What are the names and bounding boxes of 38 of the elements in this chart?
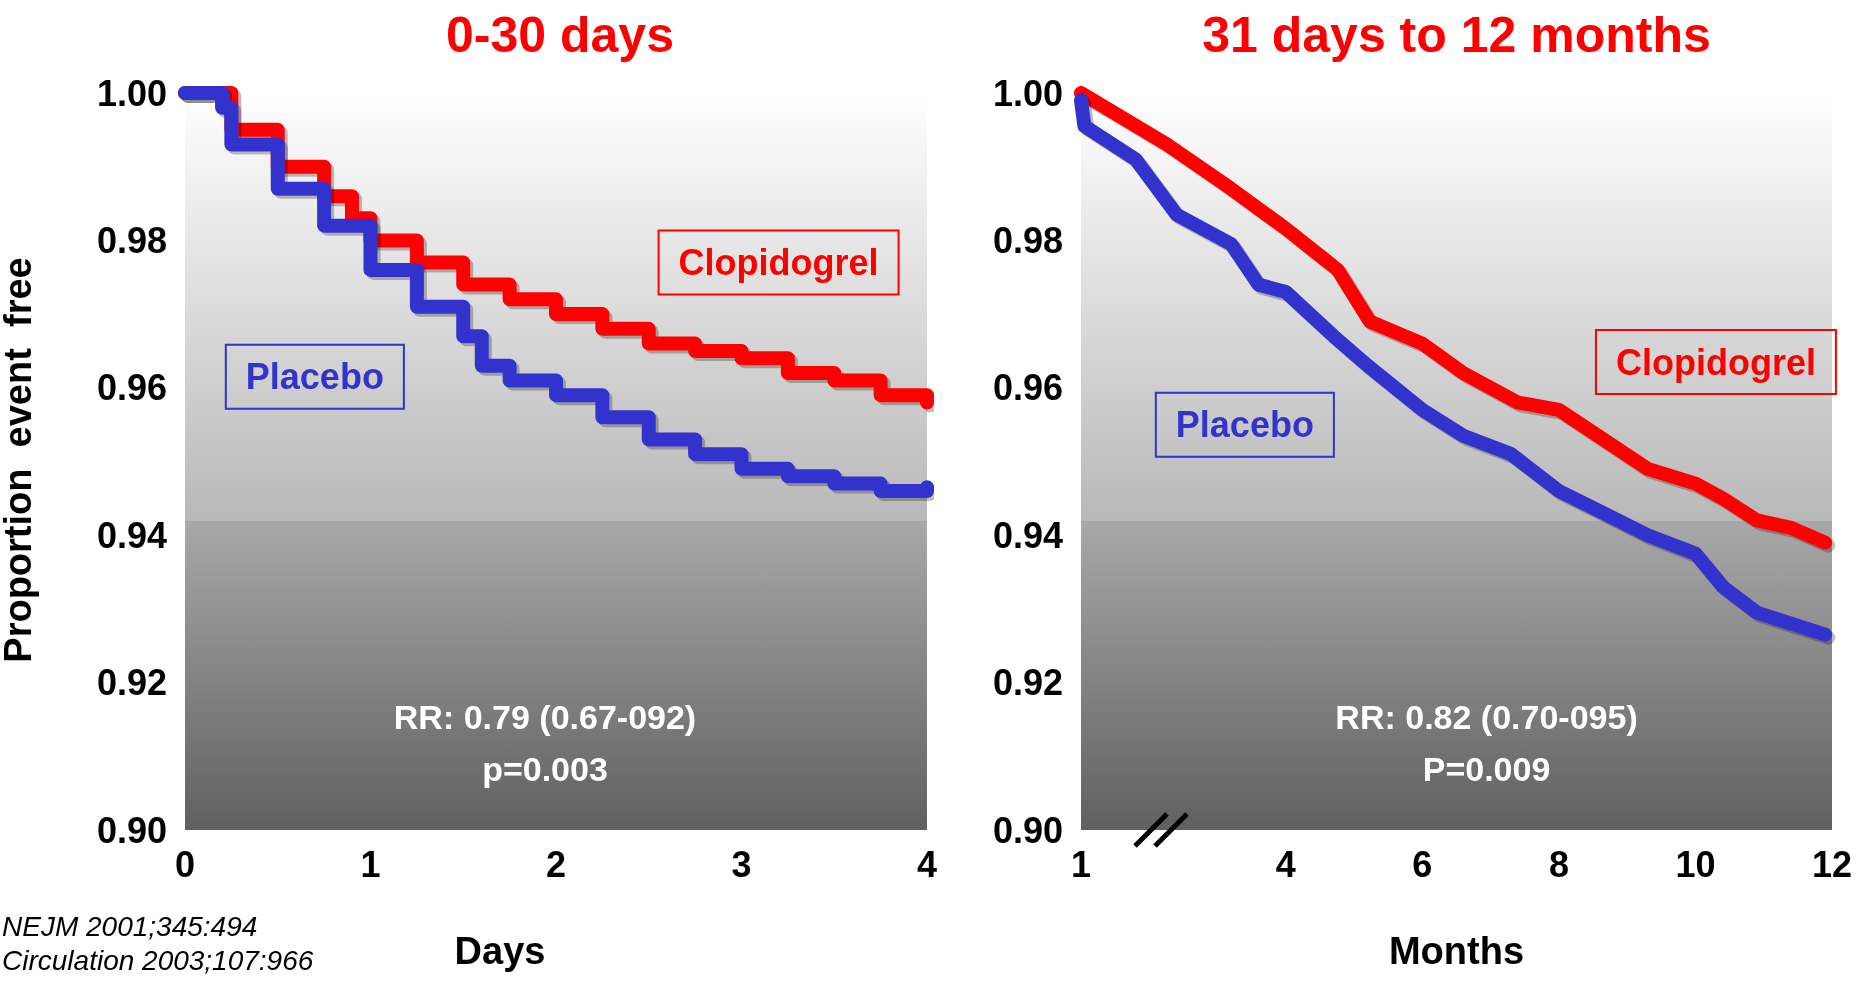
- x-tick-label: 0: [174, 843, 196, 885]
- y-tick-label: 0.98: [992, 219, 1063, 261]
- annotation: RR: 0.82 (0.70-095): [1335, 698, 1638, 736]
- x-tick-label: 12: [1811, 843, 1853, 885]
- y-tick-label: 0.90: [96, 809, 167, 851]
- y-axis-title: Proportion event free: [0, 257, 39, 663]
- annotation: P=0.009: [1422, 750, 1551, 788]
- x-tick-label: 3: [731, 843, 752, 885]
- annotation: RR: 0.79 (0.67-092): [393, 698, 697, 736]
- x-axis-title: Days: [454, 930, 546, 972]
- y-tick-label: 1.00: [96, 72, 167, 114]
- y-tick-label: 0.94: [992, 514, 1063, 556]
- x-tick-label: 4: [1275, 843, 1296, 885]
- series-label: Placebo: [1175, 404, 1314, 446]
- x-tick-label: 1: [360, 843, 381, 885]
- y-tick-label: 0.94: [96, 514, 167, 556]
- text: NEJM 2001;345:494: [2, 910, 258, 942]
- x-tick-label: 4: [916, 843, 937, 885]
- y-tick-label: 0.92: [992, 662, 1063, 704]
- annotation: p=0.003: [482, 750, 608, 788]
- y-tick-label: 0.90: [992, 809, 1063, 851]
- chart-title: 31 days to 12 months: [1202, 7, 1711, 63]
- y-tick-label: 0.96: [96, 367, 167, 409]
- chart-title: 0-30 days: [446, 7, 674, 63]
- x-tick-label: 6: [1412, 843, 1433, 885]
- x-tick-label: 1: [1070, 843, 1092, 885]
- x-axis-title: Months: [1388, 930, 1525, 972]
- series-label: Placebo: [245, 356, 384, 398]
- x-tick-label: 8: [1548, 843, 1569, 885]
- y-tick-label: 1.00: [992, 72, 1063, 114]
- series-label: Clopidogrel: [1615, 341, 1816, 383]
- x-tick-label: 10: [1675, 843, 1716, 885]
- y-tick-label: 0.92: [96, 662, 167, 704]
- y-tick-label: 0.98: [96, 219, 167, 261]
- y-tick-label: 0.96: [992, 367, 1063, 409]
- series-label: Clopidogrel: [678, 242, 879, 284]
- text: Circulation 2003;107:966: [2, 944, 314, 976]
- x-tick-label: 2: [545, 843, 567, 885]
